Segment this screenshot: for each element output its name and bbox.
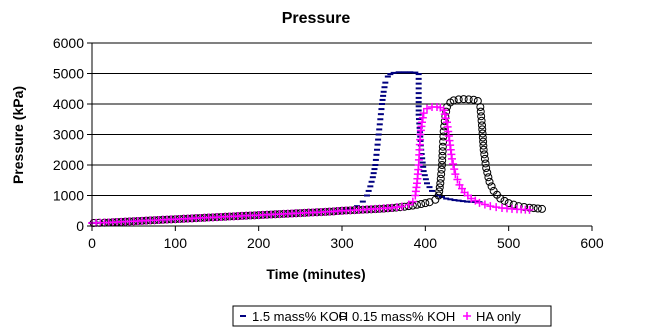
data-point [500,196,509,205]
data-point [475,198,484,207]
data-point [469,95,478,104]
data-point [435,187,444,196]
data-point [439,106,448,115]
data-point [419,109,428,118]
data-point [471,196,480,205]
data-point [480,154,489,163]
data-point [438,147,447,156]
data-point [436,174,445,183]
data-point [408,197,417,206]
data-point [449,96,458,105]
data-point [504,199,513,208]
data-point [533,204,542,213]
data-point [479,141,488,150]
data-point [418,113,427,122]
y-tick-label: 6000 [53,35,84,51]
legend-label: 0.15 mass% KOH [352,309,455,324]
x-tick-label: 100 [164,235,188,251]
data-point [437,165,446,174]
x-tick-label: 600 [580,235,604,251]
data-point [482,164,491,173]
legend-label: HA only [476,309,521,324]
data-point [436,179,445,188]
data-point [417,200,426,209]
y-tick-label: 2000 [53,157,84,173]
y-tick-label: 0 [76,218,84,234]
data-point [483,168,492,177]
y-tick-label: 5000 [53,66,84,82]
series-layer [88,71,546,227]
data-point [439,137,448,146]
data-point [404,200,413,209]
data-point [476,103,485,112]
data-point [538,204,546,213]
data-point [438,161,446,169]
y-axis-title: Pressure (kPa) [10,86,26,184]
data-point [486,202,495,211]
axes: 0 1000 2000 3000 4000 5000 6000 0 100 200 300 400 50… [53,35,604,251]
x-tick-label: 500 [497,235,521,251]
legend: 1.5 mass% KOH 0.15 mass% KOH HA only [232,305,552,327]
x-tick-label: 300 [330,235,354,251]
data-point [480,200,489,209]
data-point [440,110,449,119]
data-point [478,133,487,142]
data-point [480,150,489,159]
chart-title: Pressure [282,10,351,27]
data-point [421,199,430,208]
data-point [438,142,447,151]
data-point [485,177,494,186]
data-point [484,173,493,182]
data-point [423,104,431,113]
x-tick-label: 0 [88,235,96,251]
legend-marker [339,312,347,320]
data-point [459,95,468,104]
legend-box [232,305,552,327]
data-point [464,95,473,104]
data-point [438,151,447,160]
data-point [487,182,496,191]
data-point [448,154,456,163]
data-point [454,95,463,104]
data-point [509,200,518,209]
data-point [451,170,460,179]
data-point [449,159,458,168]
data-point [492,203,501,212]
x-tick-label: 200 [247,235,271,251]
data-point [479,137,488,146]
data-point [453,175,462,184]
data-point [478,125,487,134]
data-point [477,116,486,125]
data-point [478,129,487,138]
data-point [525,205,534,214]
data-point [496,194,505,203]
data-point [434,191,443,200]
data-point [437,170,446,179]
data-point [441,114,450,123]
data-point [418,118,426,127]
data-point [476,107,485,116]
data-point [481,159,490,168]
x-axis-title: Time (minutes) [266,266,365,282]
data-point [478,121,486,130]
data-point [438,156,447,165]
series-ha-only [88,103,534,227]
y-tick-label: 1000 [53,188,84,204]
legend-marker [463,312,471,320]
data-point [450,165,459,174]
y-tick-label: 4000 [53,96,84,112]
data-point [398,202,406,211]
data-point [477,112,486,121]
gridlines [92,42,592,196]
y-tick-label: 3000 [53,127,84,143]
x-tick-label: 400 [414,235,438,251]
data-point [435,183,444,192]
series-0-15-mass-koh [89,95,546,227]
legend-label: 1.5 mass% KOH [252,309,348,324]
data-point [479,145,488,154]
data-point [467,194,476,203]
